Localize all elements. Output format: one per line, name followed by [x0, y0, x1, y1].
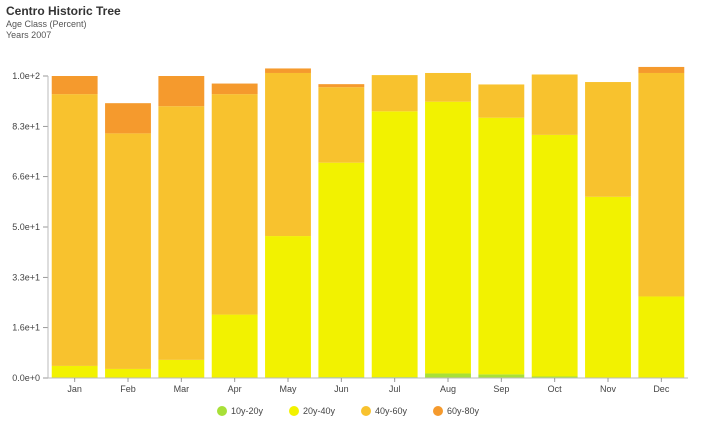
y-tick-label: 5.0e+1	[12, 222, 40, 232]
x-tick-label: Sep	[493, 384, 509, 394]
bar-segment-20y-40y	[265, 236, 311, 378]
bar-segment-10y-20y	[531, 376, 578, 378]
legend-swatch	[217, 406, 227, 416]
y-tick-label: 1.6e+1	[12, 323, 40, 333]
bar-segment-40y-60y	[51, 94, 98, 366]
x-tick-label: Aug	[440, 384, 456, 394]
bar-segment-40y-60y	[478, 84, 525, 118]
bar-segment-60y-80y	[265, 68, 311, 73]
legend-label: 40y-60y	[375, 406, 408, 416]
y-tick-label: 3.3e+1	[12, 272, 40, 282]
chart-note: Years 2007	[6, 30, 52, 41]
y-tick-label: 1.0e+2	[12, 71, 40, 81]
bar-segment-40y-60y	[158, 106, 205, 360]
bar-segment-60y-80y	[105, 103, 151, 134]
bar-segment-60y-80y	[638, 66, 685, 73]
bar-segment-40y-60y	[585, 82, 631, 197]
bar-segment-60y-80y	[158, 76, 205, 107]
chart-title: Centro Historic Tree	[6, 4, 121, 18]
bar-segment-20y-40y	[638, 296, 685, 378]
y-tick-label: 0.0e+0	[12, 373, 40, 383]
bar-segment-40y-60y	[318, 87, 365, 163]
bars-group	[51, 66, 685, 378]
legend-label: 20y-40y	[303, 406, 336, 416]
legend: 10y-20y 20y-40y 40y-60y 60y-80y	[217, 406, 480, 416]
y-tick-label: 6.6e+1	[12, 172, 40, 182]
bar-segment-40y-60y	[105, 133, 151, 369]
bar-segment-40y-60y	[211, 94, 258, 315]
bar-segment-20y-40y	[158, 359, 205, 378]
bar-segment-40y-60y	[638, 72, 685, 297]
bar-segment-40y-60y	[371, 75, 418, 112]
x-tick-label: Dec	[653, 384, 670, 394]
legend-swatch	[433, 406, 443, 416]
bar-segment-60y-80y	[318, 84, 365, 88]
x-tick-label: Feb	[120, 384, 136, 394]
chart-subtitle: Age Class (Percent)	[6, 19, 87, 29]
legend-label: 60y-80y	[447, 406, 480, 416]
x-tick-label: Jan	[67, 384, 82, 394]
bar-segment-60y-80y	[211, 83, 258, 95]
bar-segment-40y-60y	[531, 74, 578, 135]
x-tick-label: Jun	[334, 384, 349, 394]
bar-segment-10y-20y	[425, 373, 471, 378]
legend-swatch	[289, 406, 299, 416]
x-tick-label: May	[279, 384, 297, 394]
bar-segment-20y-40y	[425, 101, 471, 374]
bar-segment-40y-60y	[425, 72, 471, 102]
bar-segment-40y-60y	[265, 72, 311, 237]
legend-label: 10y-20y	[231, 406, 264, 416]
x-tick-label: Jul	[389, 384, 401, 394]
x-tick-label: Mar	[174, 384, 190, 394]
bar-segment-20y-40y	[318, 162, 365, 378]
x-tick-label: Apr	[228, 384, 242, 394]
bar-segment-20y-40y	[51, 365, 98, 378]
x-axis: Jan Feb Mar Apr May Jun Jul Aug Sep Oct Nov Dec	[48, 377, 688, 394]
x-tick-label: Oct	[548, 384, 563, 394]
chart-title-block: Centro Historic Tree Age Class (Percent)…	[6, 4, 121, 42]
y-tick-label: 8.3e+1	[12, 121, 40, 131]
bar-segment-20y-40y	[585, 196, 631, 378]
x-tick-label: Nov	[600, 384, 617, 394]
bar-segment-60y-80y	[51, 76, 98, 95]
bar-segment-20y-40y	[211, 314, 258, 378]
bar-segment-20y-40y	[105, 368, 151, 378]
bar-segment-20y-40y	[531, 134, 578, 377]
bar-segment-20y-40y	[478, 117, 525, 375]
y-axis: 0.0e+0 1.6e+1 3.3e+1 5.0e+1 6.6e+1 8.3e+1 1.0e…	[12, 71, 49, 383]
bar-segment-10y-20y	[478, 374, 525, 378]
legend-swatch	[361, 406, 371, 416]
bar-segment-20y-40y	[371, 111, 418, 378]
